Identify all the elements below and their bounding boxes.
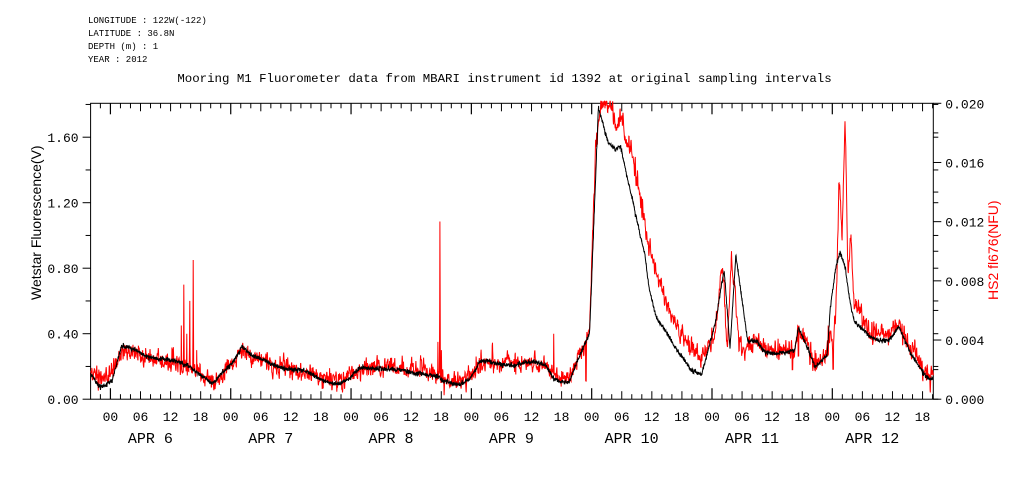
svg-text:0.012: 0.012 (945, 216, 984, 231)
svg-text:APR 12: APR 12 (845, 431, 899, 448)
svg-text:18: 18 (313, 410, 329, 425)
svg-text:18: 18 (794, 410, 810, 425)
svg-text:06: 06 (253, 410, 269, 425)
svg-text:APR 7: APR 7 (248, 431, 293, 448)
svg-text:06: 06 (734, 410, 750, 425)
svg-text:0.00: 0.00 (47, 393, 78, 408)
svg-text:18: 18 (915, 410, 931, 425)
svg-text:00: 00 (825, 410, 841, 425)
svg-text:APR 10: APR 10 (605, 431, 659, 448)
svg-text:00: 00 (103, 410, 119, 425)
svg-text:06: 06 (855, 410, 871, 425)
svg-text:00: 00 (343, 410, 359, 425)
svg-text:12: 12 (163, 410, 179, 425)
svg-text:06: 06 (614, 410, 630, 425)
svg-text:APR 9: APR 9 (489, 431, 534, 448)
svg-text:12: 12 (524, 410, 540, 425)
svg-text:18: 18 (674, 410, 690, 425)
svg-text:0.016: 0.016 (945, 156, 984, 171)
svg-text:0.008: 0.008 (945, 275, 984, 290)
svg-text:06: 06 (373, 410, 389, 425)
svg-text:18: 18 (554, 410, 570, 425)
svg-text:0.004: 0.004 (945, 334, 984, 349)
svg-text:06: 06 (133, 410, 149, 425)
svg-text:12: 12 (644, 410, 660, 425)
svg-text:APR 11: APR 11 (725, 431, 779, 448)
svg-text:0.80: 0.80 (47, 262, 78, 277)
svg-text:APR 6: APR 6 (128, 431, 173, 448)
svg-text:18: 18 (433, 410, 449, 425)
svg-text:12: 12 (403, 410, 419, 425)
svg-text:1.60: 1.60 (47, 131, 78, 146)
svg-text:18: 18 (193, 410, 209, 425)
svg-text:0.000: 0.000 (945, 393, 984, 408)
svg-text:00: 00 (704, 410, 720, 425)
svg-text:0.020: 0.020 (945, 97, 984, 112)
svg-text:12: 12 (764, 410, 780, 425)
svg-text:00: 00 (584, 410, 600, 425)
svg-text:06: 06 (494, 410, 510, 425)
svg-text:12: 12 (283, 410, 299, 425)
svg-text:0.40: 0.40 (47, 328, 78, 343)
svg-text:00: 00 (223, 410, 239, 425)
svg-text:00: 00 (464, 410, 480, 425)
svg-text:APR 8: APR 8 (369, 431, 414, 448)
svg-text:12: 12 (885, 410, 901, 425)
svg-text:1.20: 1.20 (47, 197, 78, 212)
